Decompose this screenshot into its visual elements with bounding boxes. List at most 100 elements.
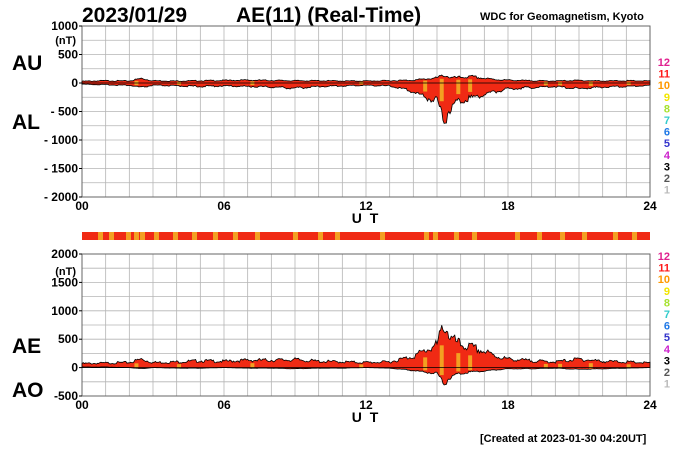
legend-label: 7: [664, 115, 670, 127]
legend-label: 3: [664, 161, 670, 173]
series-label-upper: AE: [12, 335, 41, 358]
activity-mark: [439, 345, 444, 376]
legend-label: 7: [664, 309, 670, 321]
band-segment: [134, 232, 139, 240]
x-tick-label: 24: [643, 398, 657, 412]
source-label: WDC for Geomagnetism, Kyoto: [480, 11, 644, 23]
activity-mark: [456, 79, 461, 95]
band-segment: [335, 232, 340, 240]
legend-label: 6: [664, 321, 670, 333]
band-segment: [472, 232, 477, 240]
activity-mark: [423, 357, 428, 371]
x-tick-label: 24: [643, 199, 657, 213]
y-tick-label: - 500: [51, 105, 79, 119]
legend-label: 4: [664, 150, 671, 162]
band-segment: [255, 232, 260, 240]
band-segment: [613, 232, 618, 240]
band-segment: [82, 232, 650, 240]
legend-label: 8: [664, 297, 670, 309]
legend-label: 2: [664, 173, 670, 185]
band-segment: [233, 232, 238, 240]
chart-title: AE(11) (Real-Time): [236, 4, 422, 27]
x-tick-label: 12: [359, 199, 373, 213]
y-tick-label: - 2000: [44, 190, 78, 204]
legend-label: 11: [658, 69, 670, 81]
created-timestamp: [Created at 2023-01-30 04:20UT]: [480, 433, 647, 445]
band-segment: [632, 232, 637, 240]
band-segment: [293, 232, 298, 240]
band-segment: [582, 232, 587, 240]
x-tick-label: 00: [75, 199, 89, 213]
band-segment: [126, 232, 131, 240]
y-tick-label: 1000: [51, 19, 78, 33]
band-segment: [154, 232, 159, 240]
activity-mark: [588, 363, 593, 369]
y-tick-label: - 1000: [44, 133, 78, 147]
plot-grid: [81, 25, 651, 198]
y-tick-label: 2000: [51, 247, 78, 261]
series-label-lower: AL: [12, 111, 40, 134]
legend-label: 10: [658, 80, 670, 92]
legend-label: 9: [664, 92, 670, 104]
band-segment: [213, 232, 218, 240]
legend-label: 12: [658, 251, 670, 263]
y-tick-label: 1500: [51, 275, 78, 289]
activity-mark: [626, 364, 631, 368]
legend-label: 4: [664, 344, 671, 356]
date-label: 2023/01/29: [82, 4, 188, 27]
activity-mark: [423, 80, 428, 92]
y-tick-label: - 1500: [44, 162, 78, 176]
band-segment: [537, 232, 542, 240]
legend-label: 11: [658, 263, 670, 275]
legend-label: 1: [664, 185, 670, 197]
series-label-upper: AU: [12, 52, 42, 75]
band-segment: [433, 232, 438, 240]
band-segment: [454, 232, 459, 240]
activity-mark: [543, 363, 548, 369]
legend-label: 2: [664, 367, 670, 379]
plot-grid: [81, 253, 651, 397]
activity-mark: [558, 81, 563, 86]
x-tick-label: 18: [501, 398, 515, 412]
x-tick-label: 06: [217, 199, 231, 213]
legend-label: 1: [664, 379, 670, 391]
y-tick-label: 500: [58, 332, 78, 346]
legend-label: 12: [658, 57, 670, 69]
series-label-lower: AO: [12, 379, 44, 402]
band-segment: [560, 232, 565, 240]
y-unit-label: (nT): [55, 35, 76, 47]
x-axis-label: U T: [352, 409, 381, 425]
legend-label: 8: [664, 103, 670, 115]
band-segment: [140, 232, 145, 240]
y-tick-label: -500: [54, 389, 78, 403]
activity-mark: [250, 363, 255, 368]
legend-label: 3: [664, 355, 670, 367]
activity-mark: [359, 364, 364, 368]
y-tick-label: 1000: [51, 304, 78, 318]
x-tick-label: 06: [217, 398, 231, 412]
activity-mark: [456, 353, 461, 372]
station-band: [82, 232, 650, 240]
activity-mark: [177, 364, 182, 368]
band-segment: [380, 232, 385, 240]
activity-mark: [134, 363, 139, 369]
activity-mark: [558, 363, 563, 369]
y-tick-label: 0: [71, 76, 78, 90]
y-tick-label: 0: [71, 361, 78, 375]
x-tick-label: 12: [359, 398, 373, 412]
legend-label: 9: [664, 286, 670, 298]
legend-label: 10: [658, 274, 670, 286]
activity-mark: [468, 355, 473, 371]
x-tick-label: 18: [501, 199, 515, 213]
series-area-au: [81, 74, 651, 124]
band-segment: [192, 232, 197, 240]
y-unit-label: (nT): [55, 266, 76, 278]
activity-mark: [543, 81, 548, 86]
activity-mark: [588, 81, 593, 86]
y-tick-label: 500: [58, 48, 78, 62]
band-segment: [98, 232, 103, 240]
legend-label: 5: [664, 138, 670, 150]
band-segment: [515, 232, 520, 240]
band-segment: [318, 232, 323, 240]
